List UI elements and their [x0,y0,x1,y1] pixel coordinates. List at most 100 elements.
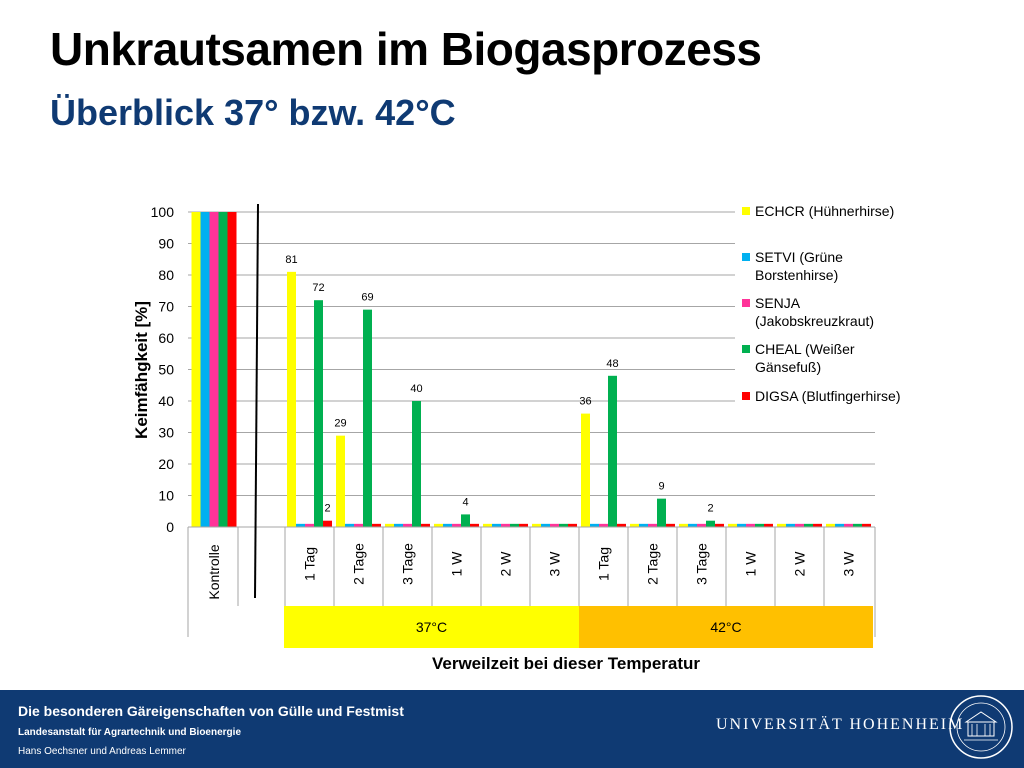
bar [581,413,590,527]
y-tick-label: 100 [151,204,175,220]
footer-line-3: Hans Oechsner und Andreas Lemmer [18,746,186,757]
bar [679,523,688,527]
bar [728,523,737,527]
y-tick-label: 50 [158,362,174,378]
x-tick-label: 2 Tage [645,543,661,585]
bar [617,523,626,527]
bar [345,523,354,527]
y-tick-label: 30 [158,425,174,441]
data-label: 72 [312,282,324,294]
bar [452,523,461,527]
bar [363,309,372,527]
bar [599,523,608,527]
legend-swatch [742,253,750,261]
bar [755,523,764,527]
bar [826,523,835,527]
bar [443,523,452,527]
bar [461,514,470,527]
x-tick-label: 2 W [498,551,514,577]
data-label: 4 [462,496,468,508]
bar [590,523,599,527]
data-label: 40 [410,383,422,395]
bar [372,523,381,527]
x-tick-label: 1 W [449,551,465,577]
bar [862,523,871,527]
data-label: 2 [707,503,713,515]
legend-label: Gänsefuß) [755,359,821,375]
bar [777,523,786,527]
slide-subtitle: Überblick 37° bzw. 42°C [50,92,456,133]
bar [746,523,755,527]
x-tick-label: 2 W [792,551,808,577]
bar [550,523,559,527]
bar [227,212,237,527]
bar [354,523,363,527]
bar [835,523,844,527]
bar [403,523,412,527]
bar [559,523,568,527]
y-tick-label: 0 [166,519,174,535]
x-axis-title: Verweilzeit bei dieser Temperatur [432,654,700,673]
bar [287,271,296,527]
bar [200,212,210,527]
bar [434,523,443,527]
slide-title: Unkrautsamen im Biogasprozess [50,23,762,75]
temperature-group-label: 37°C [416,619,447,635]
y-tick-label: 40 [158,393,174,409]
legend-label: ECHCR (Hühnerhirse) [755,203,894,219]
legend-label: SENJA [755,295,801,311]
bar [795,523,804,527]
bar [305,523,314,527]
bar [657,498,666,527]
legend-swatch [742,392,750,400]
x-tick-label: 3 W [841,551,857,577]
bar [853,523,862,527]
y-tick-label: 10 [158,488,174,504]
data-label: 81 [285,254,297,266]
data-label: 36 [579,396,591,408]
bar [844,523,853,527]
data-label: 29 [334,418,346,430]
bar [501,523,510,527]
university-seal-icon [949,695,1013,759]
x-tick-label: 3 Tage [694,543,710,585]
bar [394,523,403,527]
bar [510,523,519,527]
bar [470,523,479,527]
footer: Die besonderen Gäreigenschaften von Güll… [0,690,1024,768]
footer-line-2: Landesanstalt für Agrartechnik und Bioen… [18,727,242,738]
data-label: 69 [361,292,373,304]
x-tick-label: 2 Tage [351,543,367,585]
legend-swatch [742,207,750,215]
bar [314,300,323,527]
data-label: 48 [606,358,618,370]
x-tick-label: 1 Tag [302,547,318,581]
temperature-group-band [284,606,579,648]
y-axis-title: Keimfähgkeit [%] [132,301,151,439]
bar [666,523,675,527]
bar [786,523,795,527]
y-tick-label: 70 [158,299,174,315]
bar [737,523,746,527]
divider-line [254,203,259,599]
bar [608,375,617,527]
temperature-group-label: 42°C [710,619,741,635]
bar [715,523,724,527]
x-tick-label: 3 Tage [400,543,416,585]
legend-box [735,198,935,413]
bar [323,520,332,527]
university-name: UNIVERSITÄT HOHENHEIM [716,716,965,733]
bar [421,523,430,527]
bar [764,523,773,527]
legend-swatch [742,299,750,307]
bar [483,523,492,527]
bar [813,523,822,527]
bar [218,212,228,527]
temperature-group-band [579,606,873,648]
bar [688,523,697,527]
bar [519,523,528,527]
bar [191,212,201,527]
bar [209,212,219,527]
bar [706,520,715,527]
y-tick-label: 20 [158,456,174,472]
